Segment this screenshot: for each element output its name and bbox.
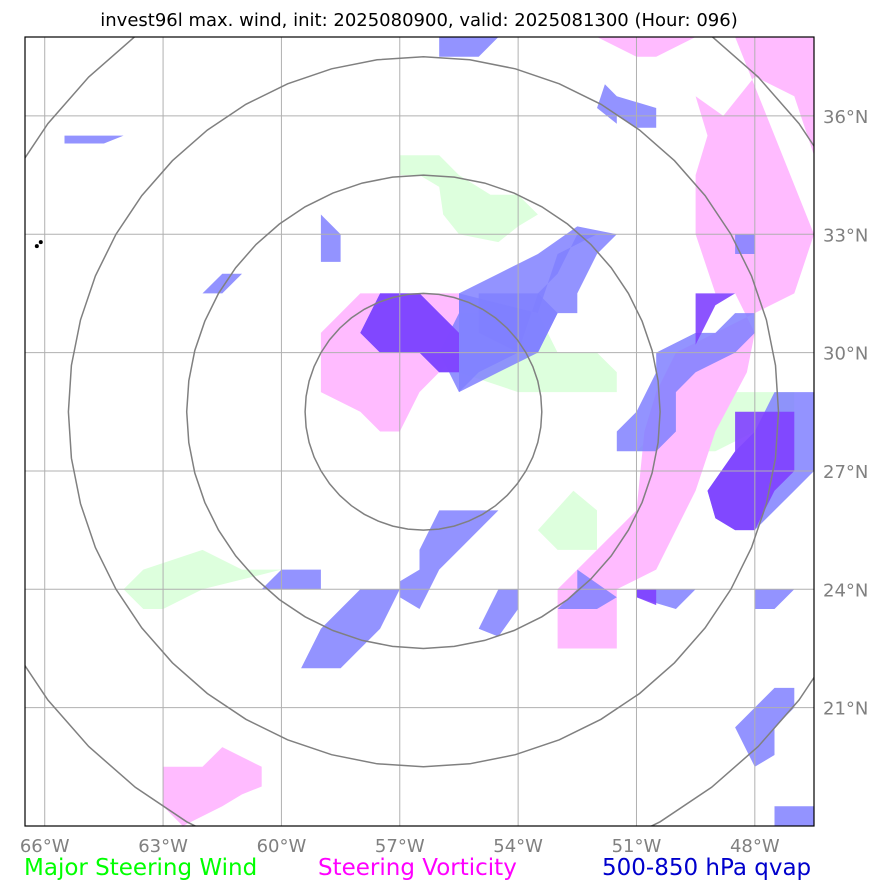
lat-tick-label: 30°N: [823, 344, 868, 365]
overlap-region: [636, 589, 657, 606]
longitude-tick-labels: 66°W 63°W 60°W 57°W 54°W 51°W 48°W: [20, 836, 780, 857]
map-frame: [24, 36, 815, 827]
overlap-region: [695, 293, 736, 345]
qvap-region: [754, 589, 795, 609]
qvap-region: [399, 510, 499, 609]
qvap-region: [597, 84, 657, 128]
lon-tick-label: 63°W: [138, 836, 188, 857]
legend-major-steering-wind: Major Steering Wind: [24, 855, 257, 881]
range-ring: [185, 174, 661, 650]
qvap-region: [320, 214, 341, 262]
legend-qvap: 500-850 hPa qvap: [602, 855, 811, 881]
steering-vorticity-region: [163, 747, 262, 826]
qvap-region: [774, 806, 814, 826]
lon-tick-label: 60°W: [257, 836, 307, 857]
map-title: invest96l max. wind, init: 2025080900, v…: [100, 10, 737, 31]
lon-tick-label: 57°W: [375, 836, 425, 857]
graticule: [25, 37, 814, 826]
range-ring: [67, 55, 780, 768]
qvap-region: [478, 589, 519, 637]
lat-tick-label: 33°N: [823, 225, 868, 246]
steering-vorticity-region: [557, 37, 814, 649]
qvap-region: [439, 37, 499, 57]
qvap-region: [735, 234, 755, 254]
lat-tick-label: 21°N: [823, 699, 868, 720]
qvap-region: [64, 135, 124, 144]
latitude-tick-labels: 36°N 33°N 30°N 27°N 24°N 21°N: [823, 107, 868, 720]
coastline-mark: [38, 240, 43, 245]
steering-wind-region: [537, 490, 597, 550]
qvap-region: [616, 313, 755, 452]
steering-vorticity-region: [597, 37, 696, 57]
legend: Major Steering Wind Steering Vorticity 5…: [24, 855, 811, 881]
coastline-marks: [34, 240, 43, 249]
lat-tick-label: 27°N: [823, 462, 868, 483]
range-ring: [304, 292, 543, 531]
qvap-region: [439, 226, 617, 393]
coastline-mark: [34, 244, 39, 249]
lon-tick-label: 54°W: [493, 836, 543, 857]
legend-steering-vorticity: Steering Vorticity: [318, 855, 517, 881]
qvap-region: [301, 589, 400, 669]
lon-tick-label: 66°W: [20, 836, 70, 857]
lat-tick-label: 24°N: [823, 580, 868, 601]
steering-wind-region: [399, 155, 538, 243]
lat-tick-label: 36°N: [823, 107, 868, 128]
lon-tick-label: 51°W: [612, 836, 662, 857]
lon-tick-label: 48°W: [730, 836, 780, 857]
qvap-region: [202, 273, 242, 294]
